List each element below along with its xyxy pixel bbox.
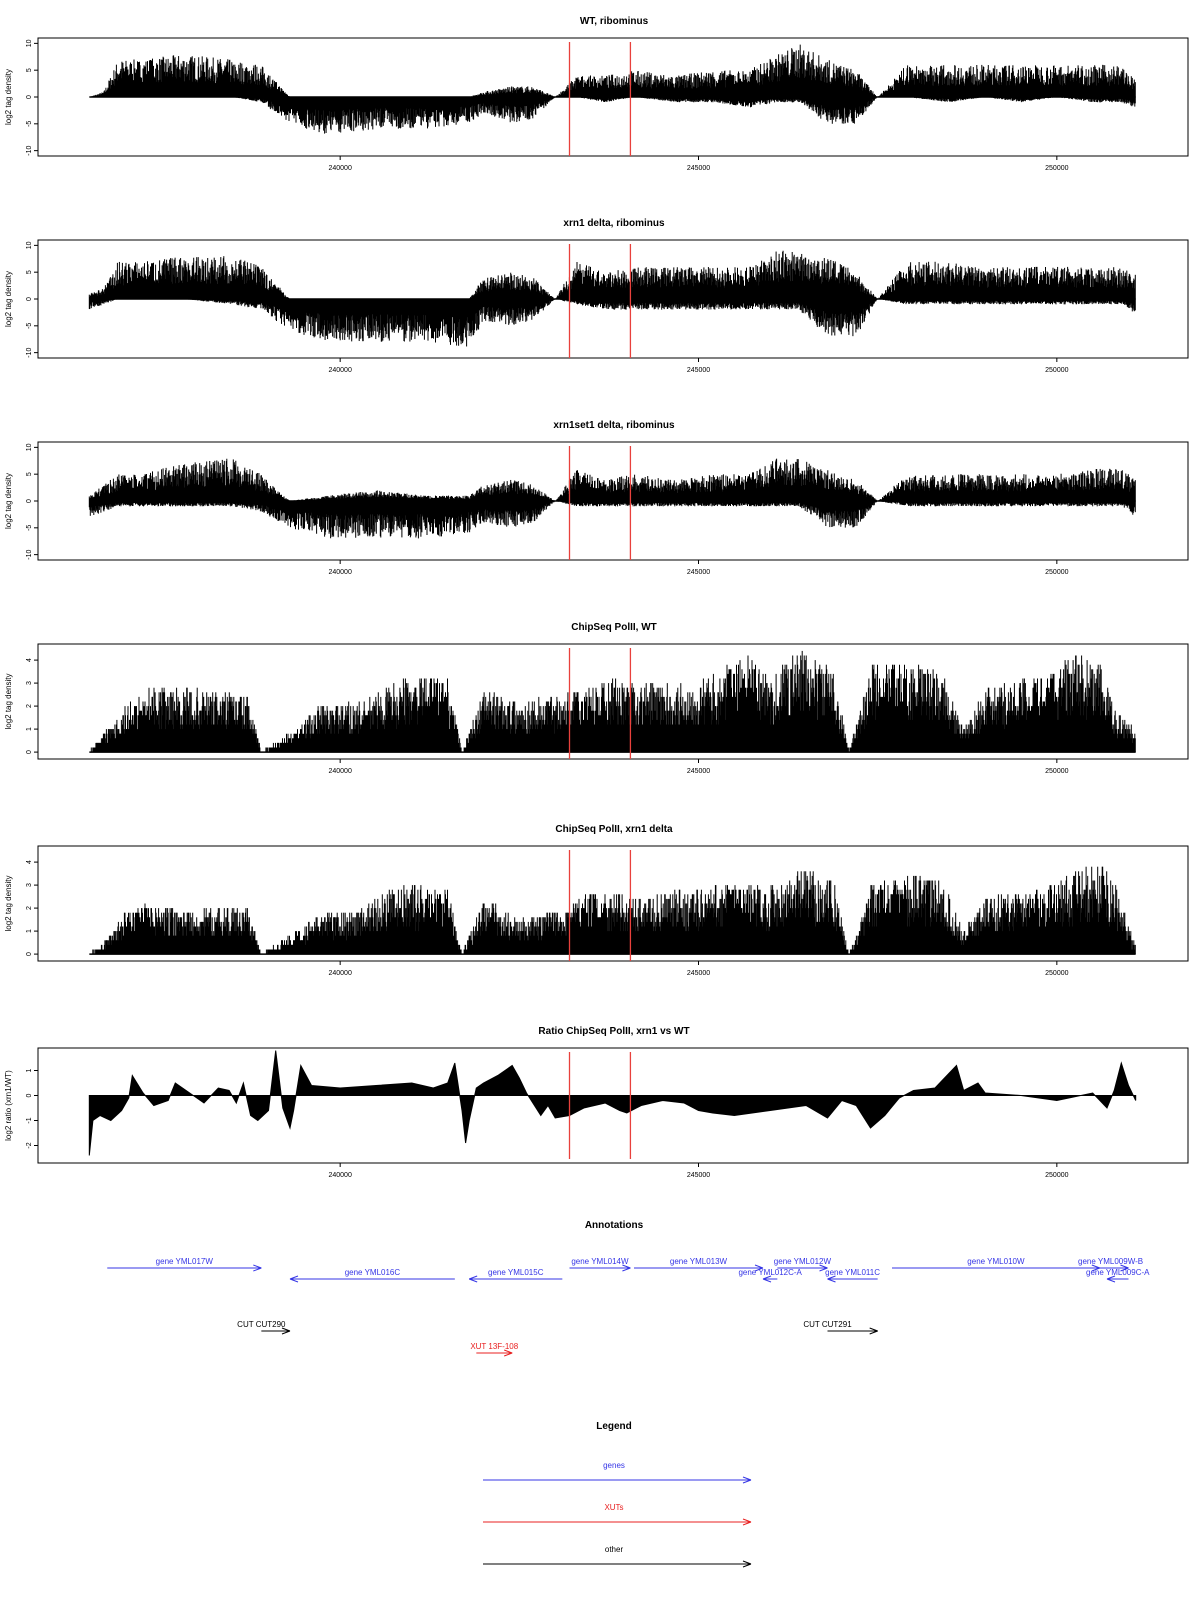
y-tick-label: 0 [26,297,33,301]
x-tick-label: 240000 [328,165,351,172]
signal-series [88,250,1136,347]
chart-title: xrn1 delta, ribominus [563,218,665,229]
x-tick-label: 245000 [687,165,710,172]
x-tick-label: 245000 [687,367,710,374]
x-tick-label: 250000 [1045,367,1068,374]
y-tick-label: 10 [26,241,33,249]
y-tick-label: 10 [26,39,33,47]
x-tick-label: 250000 [1045,165,1068,172]
chart-title: WT, ribominus [580,16,649,27]
chart-panel-2: xrn1 delta, ribominus log2 tag density 10 5… [4,218,1189,374]
y-axis-label: log2 tag density [4,69,13,125]
y-tick-label: 5 [26,270,33,274]
chart-panels: WT, ribominus log2 tag density 10 5 0 -5 -10 24… [4,16,1189,1179]
signal-series [91,44,1136,134]
chart-panel-1: WT, ribominus log2 tag density 10 5 0 -5 -10 24… [4,16,1189,172]
y-tick-label: 5 [26,68,33,72]
y-tick-label: -10 [26,145,33,155]
y-tick-label: -5 [26,121,33,127]
y-tick-label: -5 [26,323,33,329]
y-tick-label: -10 [26,347,33,357]
y-tick-label: 0 [26,95,33,99]
y-axis-label: log2 tag density [4,271,13,327]
x-tick-label: 240000 [328,367,351,374]
